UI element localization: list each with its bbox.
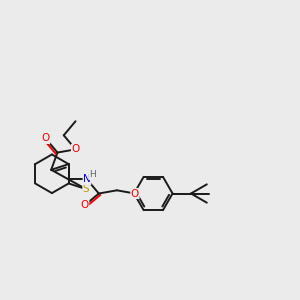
Text: O: O [81, 200, 89, 210]
Text: O: O [41, 134, 50, 143]
Text: S: S [83, 184, 89, 194]
Text: N: N [83, 174, 91, 184]
Text: O: O [131, 188, 139, 199]
Text: O: O [71, 144, 80, 154]
Text: H: H [89, 170, 96, 179]
